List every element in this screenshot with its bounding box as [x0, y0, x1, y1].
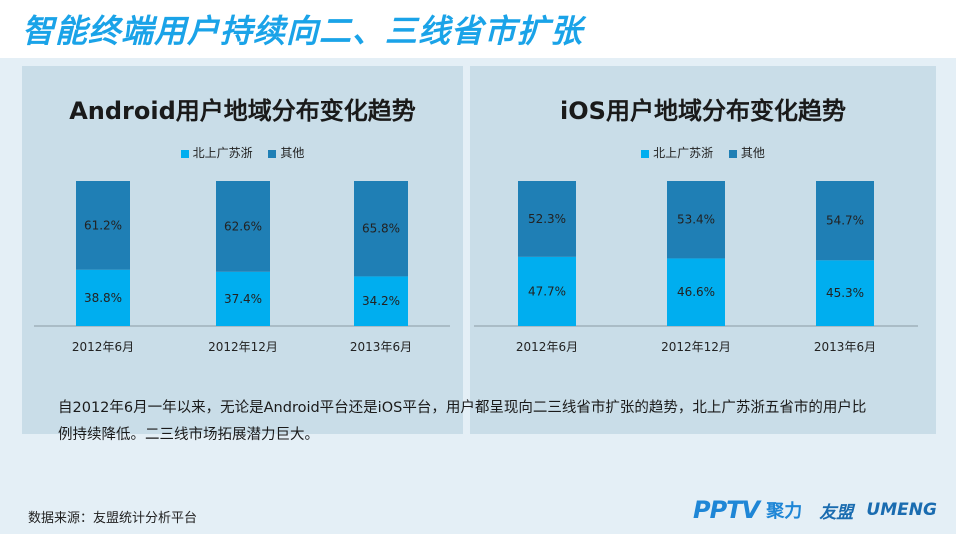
x-tick-label: 2012年6月 — [516, 340, 578, 354]
legend-label-other: 其他 — [280, 146, 305, 160]
bar-other — [667, 181, 725, 259]
umeng-logo: UMENG — [866, 500, 937, 520]
bar-bsgsz — [667, 258, 725, 326]
description-text: 自2012年6月一年以来，无论是Android平台还是iOS平台，用户都呈现向二… — [58, 400, 867, 443]
title-bar: 智能终端用户持续向二、三线省市扩张 — [0, 0, 956, 58]
ios-chart-title: iOS用户地域分布变化趋势 — [560, 97, 846, 125]
data-label: 38.8% — [84, 291, 122, 305]
x-tick-label: 2012年12月 — [661, 340, 731, 354]
bar-other — [216, 181, 270, 272]
data-label: 53.4% — [677, 213, 715, 227]
data-label: 45.3% — [826, 286, 864, 300]
android-chart-panel: Android用户地域分布变化趋势 北上广苏浙 其他 38.8% 61.2% 201… — [22, 66, 463, 434]
legend-swatch-other — [728, 149, 737, 158]
data-source: 数据来源：友盟统计分析平台 — [28, 511, 198, 526]
page-title: 智能终端用户持续向二、三线省市扩张 — [22, 12, 584, 50]
android-bar-chart: 38.8% 61.2% 2012年6月 37.4% 62.6% 2012年12月 34.2%… — [34, 181, 450, 354]
data-label: 46.6% — [677, 285, 715, 299]
x-tick-label: 2012年6月 — [72, 340, 134, 354]
umeng-cn-logo: 友盟 — [819, 502, 854, 523]
x-tick-label: 2013年6月 — [814, 340, 876, 354]
legend-label-bsgsz: 北上广苏浙 — [192, 146, 253, 160]
logo-bar: PPTV 聚力 友盟 UMENG — [693, 496, 953, 530]
ios-bar-chart: 47.7% 52.3% 2012年6月 46.6% 53.4% 2012年12月 45.3%… — [474, 181, 918, 354]
android-chart-title: Android用户地域分布变化趋势 — [69, 97, 416, 125]
legend-swatch-bsgsz — [180, 149, 189, 158]
x-tick-label: 2012年12月 — [208, 340, 278, 354]
legend-swatch-bsgsz — [641, 149, 650, 158]
data-label: 65.8% — [362, 222, 400, 236]
bar-other — [518, 181, 576, 257]
legend-item-other: 其他 — [728, 144, 765, 161]
pptv-cn-logo: 聚力 — [766, 501, 803, 522]
legend-swatch-other — [268, 149, 277, 158]
legend-label-bsgsz: 北上广苏浙 — [653, 146, 714, 160]
ios-legend: 北上广苏浙 其他 — [470, 144, 936, 161]
data-label: 54.7% — [826, 214, 864, 228]
data-label: 62.6% — [224, 219, 262, 233]
bar-bsgsz — [816, 260, 874, 326]
bar-bsgsz — [518, 256, 576, 326]
pptv-logo: PPTV — [693, 496, 760, 524]
data-label: 47.7% — [528, 284, 566, 298]
data-label: 61.2% — [84, 218, 122, 232]
legend-item-other: 其他 — [268, 144, 304, 161]
bar-bsgsz — [216, 271, 270, 326]
data-label: 37.4% — [224, 292, 262, 306]
data-label: 52.3% — [528, 212, 566, 226]
ios-chart-panel: iOS用户地域分布变化趋势 北上广苏浙 其他 47.7% 52.3% 2012年6月… — [470, 66, 936, 434]
x-tick-label: 2013年6月 — [350, 340, 412, 354]
legend-item-bsgsz: 北上广苏浙 — [641, 144, 713, 161]
content-area: Android用户地域分布变化趋势 北上广苏浙 其他 38.8% 61.2% 201… — [0, 58, 956, 534]
bar-bsgsz — [76, 269, 130, 326]
data-label: 34.2% — [362, 294, 400, 308]
bar-other — [354, 181, 408, 277]
legend-label-other: 其他 — [740, 146, 765, 160]
bar-other — [816, 181, 874, 261]
legend-item-bsgsz: 北上广苏浙 — [180, 144, 253, 161]
android-legend: 北上广苏浙 其他 — [22, 144, 463, 161]
bar-bsgsz — [354, 276, 408, 326]
bar-other — [76, 181, 130, 270]
